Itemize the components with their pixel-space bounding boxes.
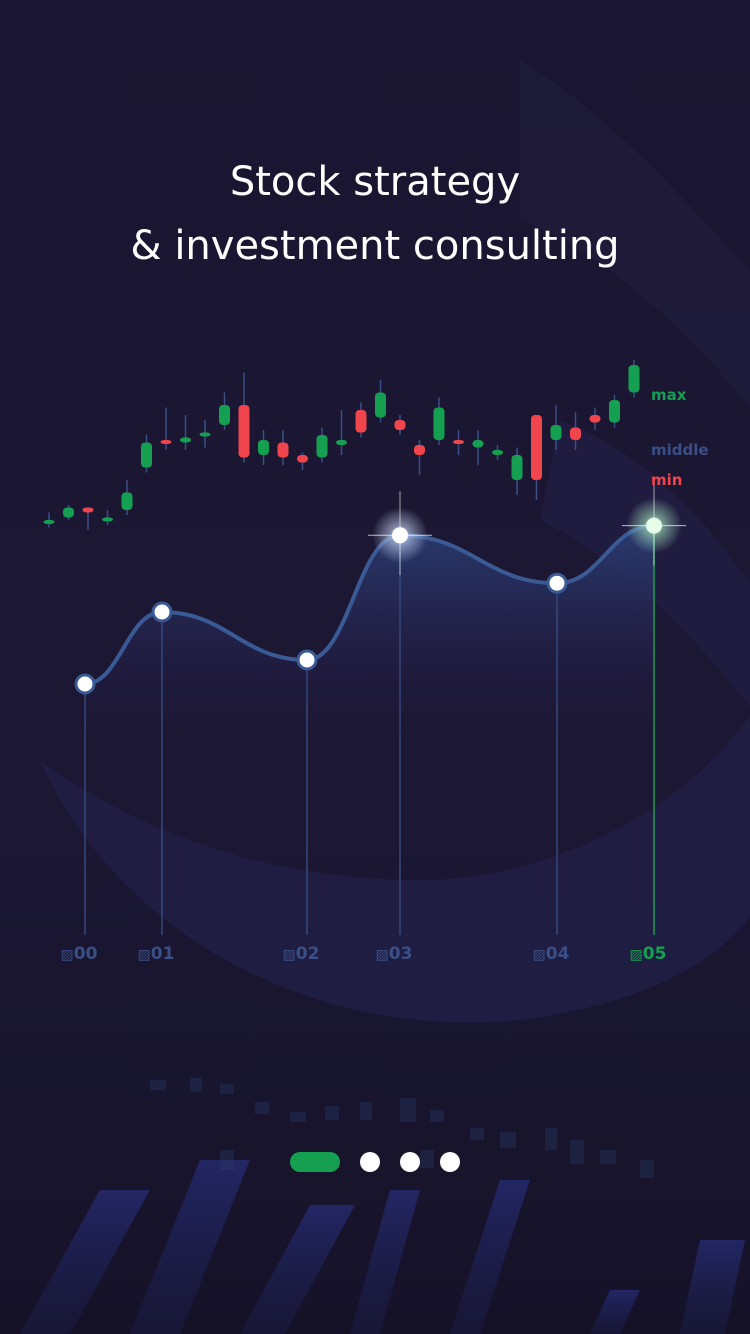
page-dot-4[interactable] [440, 1152, 460, 1172]
hatch-icon: ▨ [282, 947, 296, 963]
x-tick-label: ▨ 03 [376, 944, 413, 964]
data-point[interactable] [392, 527, 408, 544]
x-tick-label: ▨ 04 [533, 944, 570, 964]
candle-body [433, 407, 445, 440]
x-tick-label: ▨ 02 [283, 944, 320, 964]
candle-body [336, 440, 347, 445]
candle-body [609, 400, 620, 423]
candle-body [199, 432, 211, 437]
x-tick-text: 01 [150, 944, 175, 964]
x-tick-text: 02 [295, 944, 320, 964]
candle-body [511, 455, 523, 480]
candle-body [160, 440, 172, 444]
x-tick-text: 03 [388, 944, 413, 964]
page-dot-3[interactable] [400, 1152, 420, 1172]
candle-body [375, 392, 386, 418]
candle-body [531, 415, 542, 480]
candle-body [82, 507, 94, 513]
headline: Stock strategy & investment consulting [0, 150, 750, 278]
hatch-icon: ▨ [629, 947, 643, 963]
area-fill [85, 525, 654, 760]
page-dot-1[interactable] [290, 1152, 340, 1172]
candle-body [258, 440, 269, 455]
candle-body [355, 410, 367, 433]
page-dot-2[interactable] [360, 1152, 380, 1172]
candle-body [277, 442, 289, 458]
data-point[interactable] [74, 673, 96, 695]
candle-body [316, 435, 328, 458]
legend-max: max [651, 386, 687, 404]
data-point[interactable] [546, 572, 568, 594]
data-point[interactable] [646, 517, 662, 534]
data-point[interactable] [151, 601, 173, 623]
page-indicator [0, 1152, 750, 1172]
x-tick-label: ▨ 05 [630, 944, 667, 964]
chart [43, 360, 686, 935]
candle-body [180, 437, 191, 443]
candle-body [102, 517, 113, 522]
x-tick-label: ▨ 00 [61, 944, 98, 964]
data-point[interactable] [296, 649, 318, 671]
candle-body [238, 405, 250, 458]
x-tick-text: 05 [642, 944, 667, 964]
candle-body [414, 445, 425, 455]
candle-body [453, 440, 464, 444]
hatch-icon: ▨ [532, 947, 546, 963]
candle-body [570, 427, 581, 440]
hatch-icon: ▨ [60, 947, 74, 963]
candle-body [63, 507, 74, 518]
legend-min: min [651, 471, 683, 489]
candle-body [297, 455, 308, 463]
candle-body [550, 425, 562, 440]
x-tick-text: 00 [73, 944, 98, 964]
candle-body [121, 492, 133, 510]
hatch-icon: ▨ [375, 947, 389, 963]
candle-body [394, 420, 406, 430]
x-tick-label: ▨ 01 [138, 944, 175, 964]
candle-body [628, 365, 640, 393]
candle-body [589, 415, 601, 423]
candle-body [472, 440, 484, 448]
candle-body [141, 442, 152, 468]
candle-body [492, 450, 503, 455]
x-tick-text: 04 [545, 944, 570, 964]
headline-line-2: & investment consulting [130, 223, 620, 269]
candle-body [43, 520, 55, 524]
candle-body [219, 405, 230, 425]
hatch-icon: ▨ [137, 947, 151, 963]
headline-line-1: Stock strategy [229, 159, 521, 205]
legend-middle: middle [651, 441, 709, 459]
